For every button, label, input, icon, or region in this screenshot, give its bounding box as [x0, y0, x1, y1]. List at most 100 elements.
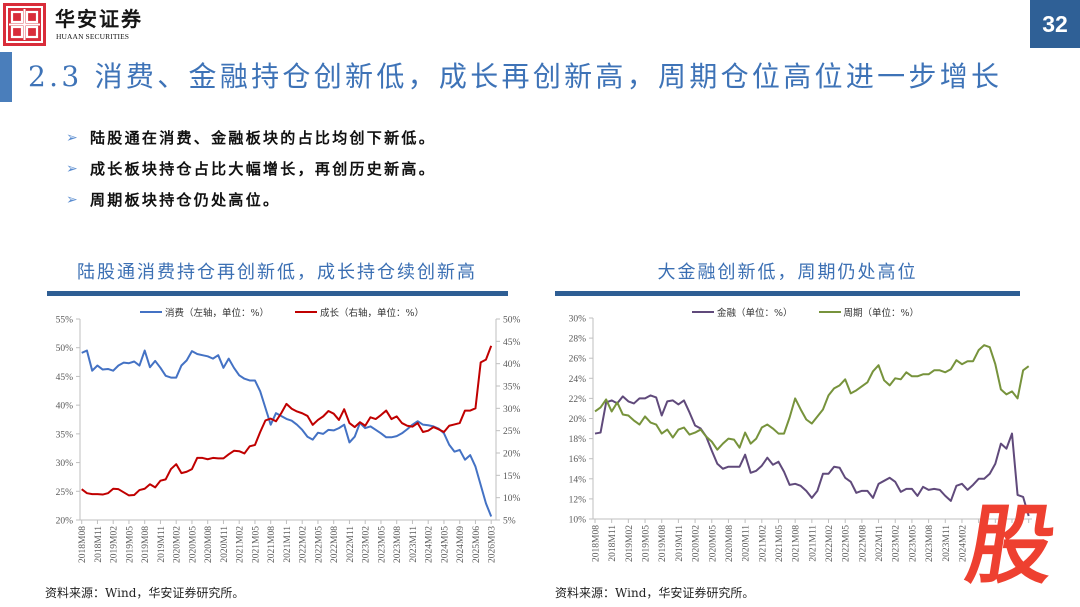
legend-label: 成长（右轴，单位：%）	[320, 308, 425, 319]
x-tick-label: 2022M05	[842, 525, 852, 562]
left-chart-title: 陆股通消费持仓再创新低，成长持仓续创新高	[77, 262, 477, 283]
y-left-tick-label: 30%	[56, 459, 74, 469]
x-tick-label: 2023M11	[942, 525, 952, 562]
bullet-item: ➢ 陆股通在消费、金融板块的占比均创下新低。	[66, 122, 436, 153]
legend-label: 周期（单位：%）	[843, 308, 920, 319]
x-tick-label: 2019M08	[141, 526, 151, 563]
left-chart-title-bar	[47, 291, 508, 296]
x-tick-label: 2020M08	[204, 526, 214, 563]
x-tick-label: 2022M08	[330, 526, 340, 563]
y-left-tick-label: 18%	[569, 435, 587, 445]
page-number-badge: 32	[1030, 0, 1080, 48]
legend-item-finance: 金融（单位：%）	[692, 305, 793, 319]
x-tick-label: 2018M11	[94, 526, 104, 563]
bullet-list: ➢ 陆股通在消费、金融板块的占比均创下新低。 ➢ 成长板块持仓占比大幅增长，再创…	[66, 122, 436, 215]
x-tick-label: 2022M08	[858, 525, 868, 562]
bullet-item: ➢ 周期板块持仓仍处高位。	[66, 184, 436, 215]
x-tick-label: 2023M08	[925, 525, 935, 562]
y-right-tick-label: 25%	[503, 427, 521, 437]
y-right-tick-label: 45%	[503, 338, 521, 348]
x-tick-label: 2023M02	[892, 525, 902, 562]
x-tick-label: 2021M08	[267, 526, 277, 563]
y-left-tick-label: 40%	[56, 402, 74, 412]
series-line	[81, 345, 493, 497]
bullet-text: 成长板块持仓占比大幅增长，再创历史新高。	[90, 160, 437, 178]
x-tick-label: 2019M08	[658, 525, 668, 562]
x-tick-label: 2025M06	[472, 526, 482, 563]
x-tick-label: 2023M08	[393, 526, 403, 563]
x-tick-label: 2022M02	[299, 526, 309, 563]
bullet-text: 周期板块持仓仍处高位。	[90, 191, 281, 209]
x-tick-label: 2021M05	[251, 526, 261, 563]
y-left-tick-label: 16%	[569, 455, 587, 465]
x-tick-label: 2020M08	[725, 525, 735, 562]
y-left-tick-label: 55%	[56, 316, 74, 326]
legend-label: 金融（单位：%）	[717, 308, 793, 319]
legend-item-growth: 成长（右轴，单位：%）	[295, 305, 424, 319]
legend-line-red-icon	[295, 311, 318, 313]
y-left-tick-label: 14%	[569, 475, 587, 485]
legend-line-purple-icon	[692, 311, 714, 313]
y-left-tick-label: 26%	[569, 355, 587, 365]
legend-line-blue-icon	[140, 311, 162, 313]
right-chart-title-bar	[555, 291, 1020, 296]
x-tick-label: 2021M08	[792, 525, 802, 562]
x-tick-label: 2018M11	[608, 525, 618, 562]
stock-watermark-icon: 股	[960, 496, 1062, 596]
x-tick-label: 2020M02	[692, 525, 702, 562]
y-left-tick-label: 30%	[569, 315, 587, 325]
y-right-tick-label: 30%	[503, 405, 521, 415]
series-line	[594, 344, 1030, 451]
y-left-tick-label: 20%	[56, 517, 74, 527]
x-tick-label: 2024M05	[440, 526, 450, 563]
page-title: 2.3 消费、金融持仓创新低，成长再创新高，周期仓位高位进一步增长	[28, 60, 1003, 93]
arrow-bullet-icon: ➢	[66, 129, 78, 146]
y-left-tick-label: 20%	[569, 415, 587, 425]
y-left-tick-label: 10%	[569, 516, 587, 526]
right-chart-source: 资料来源：Wind，华安证券研究所。	[555, 586, 755, 600]
x-tick-label: 2019M11	[675, 525, 685, 562]
company-name-cn: 华安证券	[55, 7, 143, 31]
series-line	[594, 394, 1030, 517]
legend-item-cyclical: 周期（单位：%）	[818, 305, 920, 319]
right-chart-legend: 金融（单位：%） 周期（单位：%）	[692, 305, 945, 319]
x-tick-label: 2021M11	[808, 525, 818, 562]
y-right-tick-label: 35%	[503, 383, 521, 393]
bullet-item: ➢ 成长板块持仓占比大幅增长，再创历史新高。	[66, 153, 436, 184]
y-right-tick-label: 15%	[503, 472, 521, 482]
x-tick-label: 2021M05	[775, 525, 785, 562]
x-tick-label: 2023M05	[377, 526, 387, 563]
x-tick-label: 2019M05	[125, 526, 135, 563]
y-right-tick-label: 40%	[503, 360, 521, 370]
company-name-en: HUAAN SECURITIES	[56, 32, 130, 41]
legend-line-green-icon	[818, 311, 841, 313]
legend-label: 消费（左轴，单位：%）	[165, 308, 270, 319]
x-tick-label: 2023M11	[409, 526, 419, 563]
y-left-tick-label: 50%	[56, 344, 74, 354]
left-chart-source: 资料来源：Wind，华安证券研究所。	[45, 586, 245, 600]
x-tick-label: 2021M02	[236, 526, 246, 563]
x-tick-label: 2020M02	[173, 526, 183, 563]
x-tick-label: 2020M05	[708, 525, 718, 562]
x-tick-label: 2019M11	[157, 526, 167, 563]
x-tick-label: 2020M11	[742, 525, 752, 562]
y-right-tick-label: 10%	[503, 494, 521, 504]
x-tick-label: 2020M11	[220, 526, 230, 563]
x-tick-label: 2024M02	[425, 526, 435, 563]
y-left-tick-label: 45%	[56, 373, 74, 383]
x-tick-label: 2018M08	[78, 526, 88, 563]
x-tick-label: 2022M11	[346, 526, 356, 563]
x-tick-label: 2026M03	[488, 526, 498, 563]
title-accent-bar	[0, 52, 12, 102]
legend-item-consumption: 消费（左轴，单位：%）	[140, 305, 269, 319]
bullet-text: 陆股通在消费、金融板块的占比均创下新低。	[90, 129, 437, 147]
x-tick-label: 2019M05	[642, 525, 652, 562]
x-tick-label: 2018M08	[592, 525, 602, 562]
arrow-bullet-icon: ➢	[66, 160, 78, 177]
x-tick-label: 2024M09	[456, 526, 466, 563]
y-left-tick-label: 28%	[569, 335, 587, 345]
arrow-bullet-icon: ➢	[66, 191, 78, 208]
y-left-tick-label: 22%	[569, 395, 587, 405]
y-left-tick-label: 25%	[56, 488, 74, 498]
huaan-logo-icon	[3, 3, 46, 46]
